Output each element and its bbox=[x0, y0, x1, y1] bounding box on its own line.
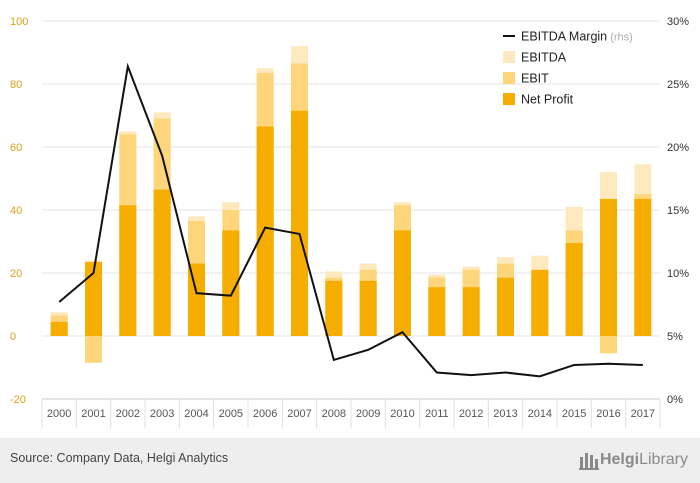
helgi-library-logo[interactable]: HelgiLibrary bbox=[578, 447, 688, 473]
logo-wordmark: HelgiLibrary bbox=[600, 451, 688, 469]
bar-net-profit bbox=[188, 263, 205, 336]
bar-net-profit bbox=[497, 277, 514, 336]
x-tick-label: 2000 bbox=[47, 408, 71, 420]
x-tick-label: 2015 bbox=[562, 408, 586, 420]
y2-tick-label: 25% bbox=[667, 79, 689, 91]
bar-net-profit bbox=[256, 126, 274, 337]
x-tick-label: 2010 bbox=[390, 408, 414, 420]
y-tick-label: 20 bbox=[10, 268, 22, 280]
y2-tick-label: 0% bbox=[667, 394, 683, 406]
y2-tick-label: 20% bbox=[667, 142, 689, 154]
x-tick-label: 2012 bbox=[459, 408, 483, 420]
y-tick-label: 0 bbox=[10, 331, 16, 343]
helgi-logo-icon bbox=[578, 453, 599, 470]
x-tick-label: 2001 bbox=[81, 408, 105, 420]
bar-net-profit bbox=[428, 287, 446, 336]
x-tick-label: 2016 bbox=[596, 408, 620, 420]
legend-item[interactable]: EBITDA bbox=[503, 51, 567, 65]
legend-label: EBITDA Margin (rhs) bbox=[521, 30, 633, 44]
x-tick-label: 2011 bbox=[425, 408, 449, 420]
bar-net-profit bbox=[600, 198, 617, 336]
y2-tick-label: 30% bbox=[667, 16, 689, 28]
legend-box-swatch bbox=[503, 51, 515, 63]
x-tick-label: 2003 bbox=[150, 408, 174, 420]
legend-label: EBIT bbox=[521, 72, 549, 86]
bar-net-profit bbox=[462, 287, 480, 336]
legend-item[interactable]: Net Profit bbox=[503, 93, 574, 107]
x-tick-label: 2009 bbox=[356, 408, 380, 420]
footer-bar: Source: Company Data, Helgi Analytics He… bbox=[0, 438, 700, 483]
bar-net-profit bbox=[531, 269, 549, 336]
logo-word-light: Library bbox=[639, 451, 688, 468]
bar-net-profit bbox=[119, 205, 137, 336]
legend-box-swatch bbox=[503, 72, 515, 84]
bar-net-profit bbox=[222, 230, 240, 336]
y-tick-label: 100 bbox=[10, 16, 28, 28]
line-ebitda-margin bbox=[58, 62, 643, 378]
y-tick-label: 40 bbox=[10, 205, 22, 217]
x-tick-label: 2002 bbox=[116, 408, 140, 420]
chart: -20 0 20 40 60 80 100 0% 5% 10% 15% 20% 25% 30% 2000 20… bbox=[10, 16, 689, 428]
x-tick-label: 2004 bbox=[184, 408, 208, 420]
x-tick-label: 2017 bbox=[631, 408, 655, 420]
legend-item[interactable]: EBIT bbox=[503, 72, 549, 86]
x-tick-label: 2014 bbox=[528, 408, 552, 420]
legend-item[interactable]: EBITDA Margin (rhs) bbox=[503, 30, 633, 44]
y2-tick-label: 15% bbox=[667, 205, 689, 217]
y2-tick-label: 5% bbox=[667, 331, 683, 343]
bar-net-profit bbox=[325, 280, 343, 336]
x-tick-label: 2013 bbox=[493, 408, 517, 420]
y-tick-label: -20 bbox=[10, 394, 26, 406]
x-tick-label: 2005 bbox=[219, 408, 243, 420]
bar-net-profit bbox=[634, 198, 652, 336]
bar-net-profit bbox=[291, 110, 308, 337]
legend-label: EBITDA bbox=[521, 51, 567, 65]
legend-label: Net Profit bbox=[521, 93, 574, 107]
x-tick-label: 2008 bbox=[322, 408, 346, 420]
bar-net-profit bbox=[153, 189, 171, 336]
legend-box-swatch bbox=[503, 93, 515, 105]
bar-ebit bbox=[85, 336, 102, 363]
bar-ebit bbox=[600, 336, 617, 354]
logo-word-bold: Helgi bbox=[599, 451, 640, 468]
y2-tick-label: 10% bbox=[667, 268, 689, 280]
bar-net-profit bbox=[565, 243, 583, 336]
bar-net-profit bbox=[85, 261, 102, 336]
x-tick-label: 2006 bbox=[253, 408, 277, 420]
legend-suffix: (rhs) bbox=[607, 32, 633, 44]
y-tick-label: 80 bbox=[10, 79, 22, 91]
bar-net-profit bbox=[359, 280, 377, 336]
y-tick-label: 60 bbox=[10, 142, 22, 154]
x-tick-label: 2007 bbox=[287, 408, 311, 420]
bar-net-profit bbox=[394, 230, 411, 336]
source-note: Source: Company Data, Helgi Analytics bbox=[10, 451, 229, 465]
bar-net-profit bbox=[50, 321, 68, 336]
